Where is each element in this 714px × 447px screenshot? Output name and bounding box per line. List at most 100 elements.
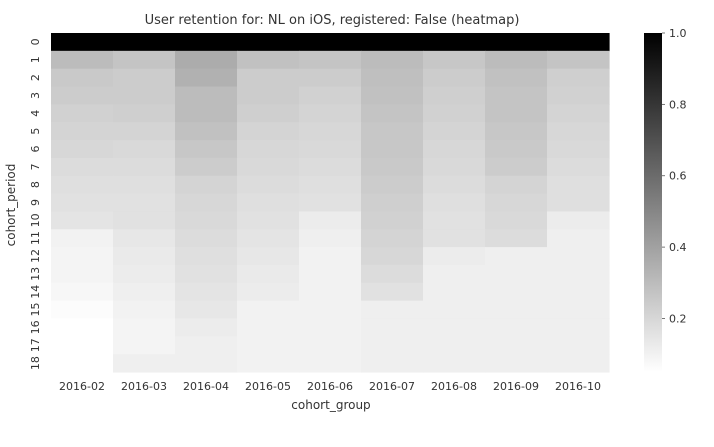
heatmap-cell	[237, 122, 300, 141]
heatmap-cell	[299, 104, 362, 123]
heatmap-cell	[51, 247, 114, 266]
heatmap-cell	[361, 68, 424, 88]
heatmap-cell	[361, 140, 424, 159]
heatmap-cell	[113, 140, 176, 159]
heatmap-cell	[423, 68, 486, 88]
colorbar-tick-label: 0.6	[669, 170, 687, 183]
heatmap-cell	[51, 140, 114, 159]
heatmap-cell	[175, 282, 238, 302]
heatmap-cell	[175, 354, 238, 373]
heatmap-cell	[175, 33, 238, 52]
heatmap-cell	[237, 140, 300, 159]
heatmap-cell	[299, 157, 362, 177]
heatmap-cell	[175, 300, 238, 320]
heatmap-cell	[175, 86, 238, 105]
y-tick-label: 7	[29, 163, 42, 170]
x-tick-label: 2016-07	[369, 380, 415, 393]
x-tick-label: 2016-08	[431, 380, 477, 393]
heatmap-cell	[547, 86, 610, 105]
heatmap-cell	[361, 229, 424, 248]
heatmap-cell	[51, 193, 114, 213]
heatmap-cell	[485, 318, 548, 337]
heatmap-cell	[237, 354, 300, 373]
heatmap-cell	[113, 300, 176, 320]
heatmap-cell	[547, 211, 610, 230]
chart-title: User retention for: NL on iOS, registere…	[145, 13, 520, 28]
heatmap-cell	[547, 104, 610, 123]
heatmap-cell	[423, 33, 486, 52]
heatmap-cell	[51, 211, 114, 230]
heatmap-cell	[485, 300, 548, 320]
heatmap-cell	[113, 247, 176, 266]
x-axis-label: cohort_group	[291, 398, 370, 412]
heatmap-cell	[113, 193, 176, 213]
heatmap-cell	[423, 336, 486, 355]
heatmap-cell	[485, 104, 548, 123]
heatmap-cell	[299, 354, 362, 373]
heatmap-cell	[547, 140, 610, 159]
heatmap-cell	[485, 211, 548, 230]
heatmap-cell	[113, 282, 176, 302]
heatmap-cell	[175, 193, 238, 213]
heatmap-cell	[299, 140, 362, 159]
y-tick-label: 17	[29, 338, 42, 352]
heatmap-cell	[237, 86, 300, 105]
heatmap-cell	[237, 104, 300, 123]
heatmap-cell	[547, 247, 610, 266]
heatmap-cell	[237, 264, 300, 284]
heatmap-cell	[299, 211, 362, 230]
heatmap-cell	[51, 354, 114, 373]
heatmap-cell	[113, 175, 176, 195]
y-tick-label: 8	[29, 181, 42, 188]
heatmap-cell	[547, 33, 610, 52]
heatmap-cell	[113, 157, 176, 177]
heatmap-cell	[113, 354, 176, 373]
colorbar-tick-label: 0.2	[669, 312, 687, 325]
heatmap-cell	[423, 175, 486, 195]
heatmap-cell	[113, 86, 176, 105]
heatmap-cell	[175, 318, 238, 337]
x-tick-label: 2016-09	[493, 380, 539, 393]
heatmap-cell	[237, 68, 300, 88]
heatmap-cell	[237, 175, 300, 195]
heatmap-cell	[175, 264, 238, 284]
heatmap-cell	[423, 122, 486, 141]
x-tick-label: 2016-04	[183, 380, 229, 393]
heatmap-cell	[547, 157, 610, 177]
heatmap-cell	[547, 175, 610, 195]
heatmap-cell	[361, 86, 424, 105]
heatmap-cell	[361, 300, 424, 320]
heatmap-cell	[113, 336, 176, 355]
heatmap-cell	[423, 50, 486, 70]
heatmap-cell	[423, 354, 486, 373]
heatmap-cell	[485, 86, 548, 105]
heatmap-cell	[175, 50, 238, 70]
heatmap-cell	[485, 68, 548, 88]
heatmap-cell	[299, 175, 362, 195]
colorbar-tick-label: 0.8	[669, 98, 687, 111]
heatmap-cell	[547, 354, 610, 373]
y-tick-label: 12	[29, 249, 42, 263]
heatmap-cell	[299, 264, 362, 284]
heatmap-cell	[423, 211, 486, 230]
heatmap-cell	[423, 104, 486, 123]
heatmap-cell	[361, 211, 424, 230]
y-tick-label: 3	[29, 92, 42, 99]
colorbar	[644, 33, 662, 372]
heatmap-cell	[113, 229, 176, 248]
y-tick-label: 11	[29, 231, 42, 245]
colorbar-tick-label: 0.4	[669, 241, 687, 254]
heatmap-cell	[175, 229, 238, 248]
heatmap-cell	[361, 193, 424, 213]
heatmap-cell	[175, 122, 238, 141]
y-tick-label: 15	[29, 303, 42, 317]
heatmap-cell	[113, 33, 176, 52]
heatmap-cell	[361, 264, 424, 284]
heatmap-cell	[113, 104, 176, 123]
heatmap-cell	[237, 336, 300, 355]
heatmap-cell	[485, 264, 548, 284]
y-tick-label: 0	[29, 38, 42, 45]
heatmap-cell	[299, 282, 362, 302]
heatmap-cell	[51, 68, 114, 88]
